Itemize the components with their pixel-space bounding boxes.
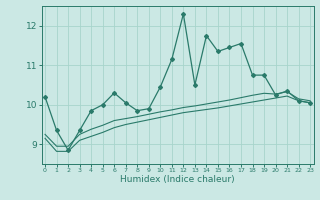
X-axis label: Humidex (Indice chaleur): Humidex (Indice chaleur) bbox=[120, 175, 235, 184]
